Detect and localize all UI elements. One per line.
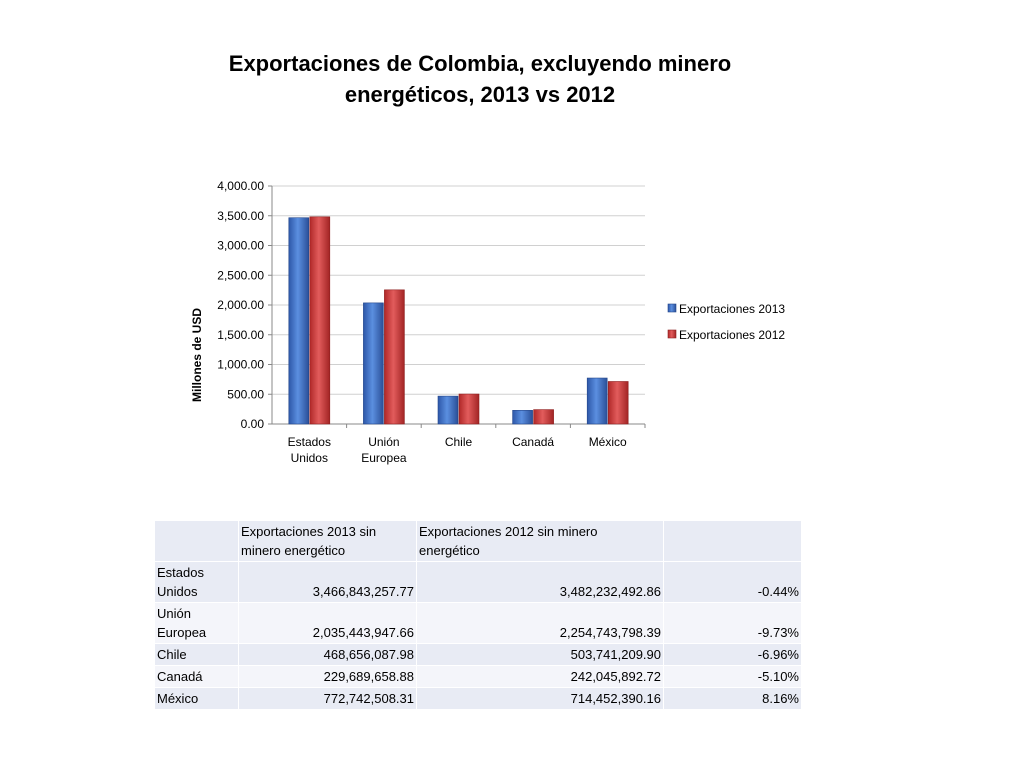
legend-swatch xyxy=(667,303,677,313)
bar-2013 xyxy=(288,217,310,425)
slide-title: Exportaciones de Colombia, excluyendo mi… xyxy=(200,48,760,110)
y-tick-label: 2,500.00 xyxy=(217,268,264,282)
table-header-corner xyxy=(154,520,239,562)
legend-label: Exportaciones 2012 xyxy=(679,328,785,342)
row-name: Chile xyxy=(154,643,239,666)
y-axis-label: Millones de USD xyxy=(190,308,204,402)
title-line-1: Exportaciones de Colombia, excluyendo mi… xyxy=(228,51,732,76)
table-header-2013: Exportaciones 2013 sin minero energético xyxy=(238,520,417,562)
bar-2012 xyxy=(384,289,405,425)
bar-2012 xyxy=(607,381,629,425)
table-row: Chile 468,656,087.98 503,741,209.90 -6.9… xyxy=(154,643,802,666)
axes xyxy=(268,185,646,428)
row-change: -6.96% xyxy=(663,643,802,666)
row-value-2013: 772,742,508.31 xyxy=(238,687,417,710)
bar-2012 xyxy=(458,393,480,425)
y-tick-label: 1,500.00 xyxy=(217,328,264,342)
table-header-row: Exportaciones 2013 sin minero energético… xyxy=(154,520,802,562)
y-tick-label: 3,500.00 xyxy=(217,209,264,223)
bar-chart: 0.00 500.00 1,000.00 1,500.00 2,000.00 2,500.… xyxy=(190,179,785,465)
row-change: -0.44% xyxy=(663,561,802,603)
data-table: Exportaciones 2013 sin minero energético… xyxy=(154,520,802,710)
row-name: México xyxy=(154,687,239,710)
row-name: Estados Unidos xyxy=(154,561,239,603)
tick-labels: 0.00 500.00 1,000.00 1,500.00 2,000.00 2,500.… xyxy=(217,179,627,465)
y-tick-label: 4,000.00 xyxy=(217,179,264,193)
y-tick-label: 1,000.00 xyxy=(217,358,264,372)
bars xyxy=(288,216,629,425)
y-tick-label: 3,000.00 xyxy=(217,239,264,253)
legend: Exportaciones 2013 Exportaciones 2012 xyxy=(667,302,785,342)
row-name: Unión Europea xyxy=(154,602,239,644)
x-category-label: Unión Europea xyxy=(361,435,407,465)
row-value-2012: 3,482,232,492.86 xyxy=(416,561,664,603)
bar-2013 xyxy=(363,302,384,425)
table-row: México 772,742,508.31 714,452,390.16 8.1… xyxy=(154,687,802,710)
row-value-2012: 2,254,743,798.39 xyxy=(416,602,664,644)
row-value-2013: 3,466,843,257.77 xyxy=(238,561,417,603)
x-category-label: México xyxy=(589,435,627,449)
row-name: Canadá xyxy=(154,665,239,688)
y-tick-label: 2,000.00 xyxy=(217,298,264,312)
row-change: -9.73% xyxy=(663,602,802,644)
x-category-label: Canadá xyxy=(512,435,554,449)
table-header-change xyxy=(663,520,802,562)
title-line-2: energéticos, 2013 vs 2012 xyxy=(344,82,616,107)
bar-2013 xyxy=(437,395,459,425)
table-row: Unión Europea 2,035,443,947.66 2,254,743… xyxy=(154,602,802,644)
row-change: 8.16% xyxy=(663,687,802,710)
bar-2013 xyxy=(586,377,608,425)
table-header-2012: Exportaciones 2012 sin minero energético xyxy=(416,520,664,562)
y-tick-label: 500.00 xyxy=(227,387,264,401)
bar-2012 xyxy=(309,216,331,425)
row-value-2012: 503,741,209.90 xyxy=(416,643,664,666)
table-row: Canadá 229,689,658.88 242,045,892.72 -5.… xyxy=(154,665,802,688)
x-category-label: Chile xyxy=(445,435,473,449)
row-value-2012: 714,452,390.16 xyxy=(416,687,664,710)
x-category-label: Estados Unidos xyxy=(288,435,331,465)
table-row: Estados Unidos 3,466,843,257.77 3,482,23… xyxy=(154,561,802,603)
row-value-2013: 2,035,443,947.66 xyxy=(238,602,417,644)
legend-swatch xyxy=(667,329,677,339)
bar-2012 xyxy=(533,409,554,425)
gridlines xyxy=(272,185,645,395)
row-value-2013: 468,656,087.98 xyxy=(238,643,417,666)
bar-2013 xyxy=(512,410,533,425)
legend-label: Exportaciones 2013 xyxy=(679,302,785,316)
y-tick-label: 0.00 xyxy=(241,417,265,431)
row-change: -5.10% xyxy=(663,665,802,688)
row-value-2013: 229,689,658.88 xyxy=(238,665,417,688)
row-value-2012: 242,045,892.72 xyxy=(416,665,664,688)
